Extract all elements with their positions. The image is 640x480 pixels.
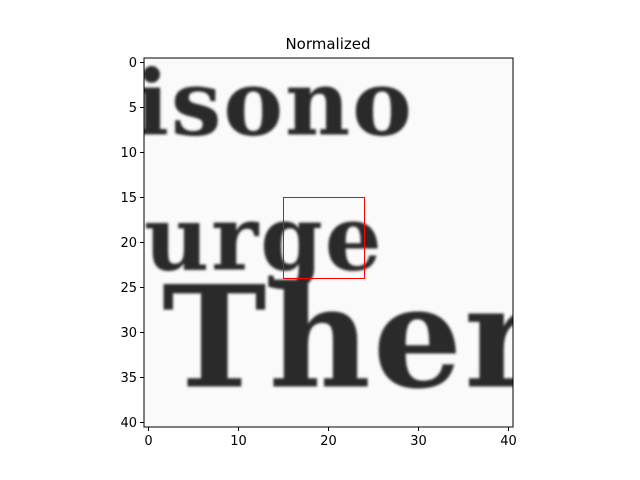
y-tick-label: 20 [120, 236, 137, 251]
image-text-line: There [162, 256, 632, 421]
x-tick-label: 40 [500, 434, 517, 449]
image-text-line: urge [144, 187, 384, 292]
y-axis: 0 5 10 15 20 25 30 35 40 [120, 56, 144, 431]
x-axis: 0 10 20 30 40 [144, 427, 517, 449]
y-tick-label: 15 [120, 191, 137, 206]
image-text-line: isono [135, 52, 414, 157]
highlight-box-layer [283, 197, 365, 279]
y-tick-label: 40 [120, 416, 137, 431]
x-tick-label: 10 [230, 434, 247, 449]
x-tick-label: 0 [144, 434, 152, 449]
x-tick-label: 20 [320, 434, 337, 449]
chart-title: Normalized [285, 35, 370, 53]
highlight-box [283, 197, 365, 279]
y-tick-label: 35 [120, 371, 137, 386]
y-tick-label: 30 [120, 326, 137, 341]
y-tick-label: 5 [129, 101, 137, 116]
image-background [144, 58, 513, 427]
y-tick-label: 25 [120, 281, 137, 296]
y-tick-label: 0 [129, 56, 137, 71]
y-tick-label: 10 [120, 146, 137, 161]
x-tick-label: 30 [410, 434, 427, 449]
